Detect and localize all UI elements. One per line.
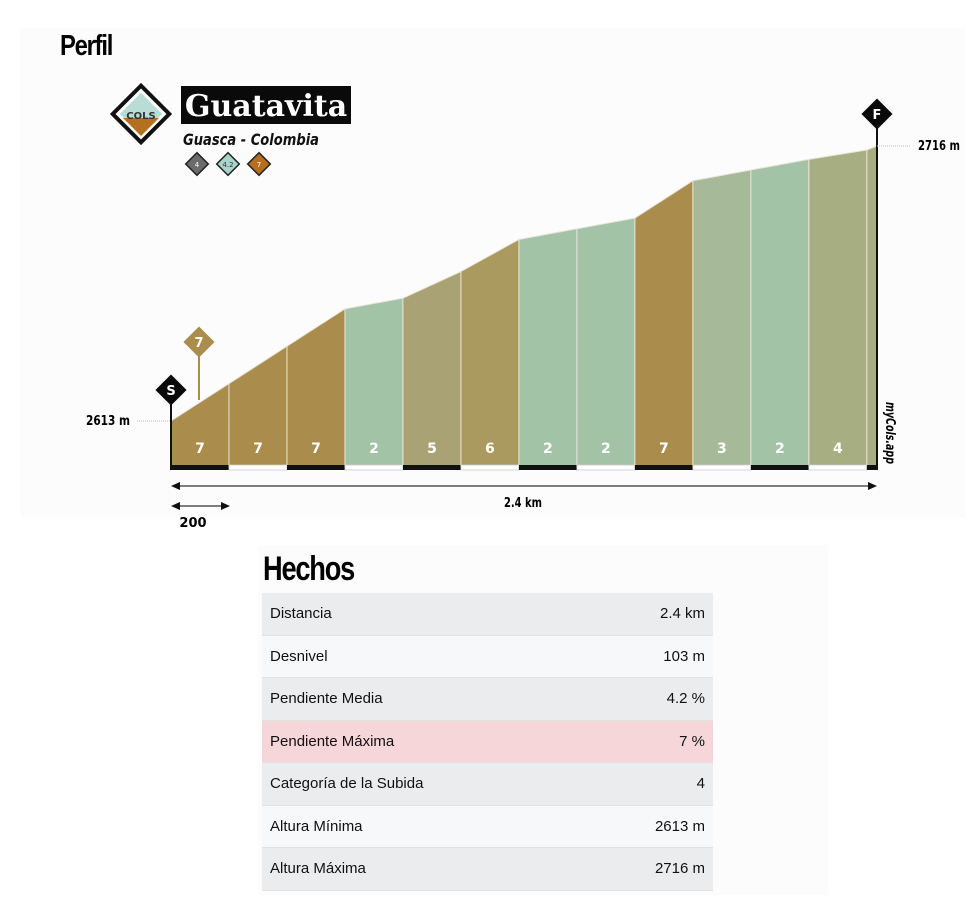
distance-scale-bar <box>460 464 520 471</box>
elevation-profile-chart: COLS Guatavita Guasca - Colombia 4 4.2 7 7… <box>86 82 960 530</box>
fact-label: Categoría de la Subida <box>262 762 587 806</box>
fact-label: Pendiente Media <box>262 677 587 721</box>
fact-value: 4.2 % <box>586 677 713 721</box>
mycols-logo: COLS <box>109 82 173 146</box>
segment-grade-label: 7 <box>659 441 669 457</box>
fact-label: Distancia <box>262 593 587 636</box>
segment-grade-label: 2 <box>543 441 553 457</box>
fact-value: 4 <box>586 762 713 806</box>
segment-grade-label: 5 <box>427 441 437 457</box>
segment-grade-label: 7 <box>253 441 263 457</box>
fact-row: Pendiente Media 4.2 % <box>262 677 713 721</box>
start-elevation-label: 2613 m <box>86 414 130 429</box>
scale-label: 200 <box>179 516 206 530</box>
fact-value: 2613 m <box>586 805 713 848</box>
fact-value: 2716 m <box>586 847 713 891</box>
fact-row: Desnivel 103 m <box>262 635 713 678</box>
profile-segment <box>460 238 520 467</box>
svg-text:F: F <box>873 108 882 123</box>
distance-scale-bar <box>692 464 752 471</box>
distance-scale-bar <box>518 465 577 470</box>
facts-table: Distancia 2.4 km Desnivel 103 m Pendiente Me… <box>262 593 713 891</box>
climb-location: Guasca - Colombia <box>183 130 319 149</box>
profile-segment <box>750 158 810 467</box>
fact-label: Pendiente Máxima <box>262 720 587 763</box>
svg-text:7: 7 <box>257 161 261 169</box>
start-marker: S <box>155 374 187 406</box>
badge-2: 7 <box>246 151 272 177</box>
fact-label: Altura Máxima <box>262 847 587 891</box>
segment-grade-label: 2 <box>775 441 785 457</box>
segment-grade-label: 3 <box>717 441 727 457</box>
profile-segment <box>518 228 578 467</box>
fact-row: Pendiente Máxima 7 % <box>262 720 713 763</box>
max-grade-marker: 7 <box>183 326 215 358</box>
fact-label: Altura Mínima <box>262 805 587 848</box>
svg-text:4.2: 4.2 <box>222 161 233 169</box>
badge-1: 4.2 <box>215 151 241 177</box>
fact-row: Distancia 2.4 km <box>262 593 713 636</box>
svg-text:S: S <box>166 384 175 399</box>
fact-label: Desnivel <box>262 635 587 678</box>
profile-segment <box>866 145 878 467</box>
distance-scale-bar <box>228 464 288 471</box>
segment-grade-label: 2 <box>601 441 611 457</box>
fact-row: Altura Mínima 2613 m <box>262 805 713 848</box>
distance-scale-bar <box>286 465 345 470</box>
profile-segment <box>808 149 868 467</box>
facts-title: Hechos <box>263 550 355 588</box>
profile-segment <box>692 169 752 467</box>
svg-text:COLS: COLS <box>126 111 155 122</box>
svg-text:7: 7 <box>194 336 203 351</box>
profile-title: Perfil <box>60 30 113 62</box>
distance-scale-bar <box>750 465 809 470</box>
fact-row: Categoría de la Subida 4 <box>262 762 713 806</box>
profile-segment <box>402 270 462 467</box>
distance-scale-bar <box>866 465 877 470</box>
fact-value: 103 m <box>586 635 713 678</box>
climb-name: Guatavita <box>185 89 347 124</box>
distance-scale-bar <box>808 464 868 471</box>
badge-0: 4 <box>184 151 210 177</box>
mycols-watermark: myCols.app <box>882 402 897 464</box>
segment-grade-label: 6 <box>485 441 495 457</box>
climb-name-box <box>181 86 351 124</box>
end-elevation-label: 2716 m <box>918 139 960 154</box>
segment-grade-label: 2 <box>369 441 379 457</box>
fact-row: Altura Máxima 2716 m <box>262 847 713 891</box>
distance-scale-bar <box>634 465 693 470</box>
distance-scale-bar <box>402 465 461 470</box>
distance-scale-bar <box>344 464 404 471</box>
fact-value: 2.4 km <box>586 593 713 636</box>
distance-scale-bar <box>576 464 636 471</box>
distance-scale-bar <box>171 465 229 470</box>
segment-grade-label: 7 <box>195 441 205 457</box>
profile-segment <box>576 217 636 467</box>
finish-marker: F <box>861 98 893 130</box>
fact-value: 7 % <box>586 720 713 763</box>
svg-text:4: 4 <box>195 161 200 169</box>
total-distance-label: 2.4 km <box>504 496 542 511</box>
segment-grade-label: 7 <box>311 441 321 457</box>
profile-segment <box>634 179 694 467</box>
segment-grade-label: 4 <box>833 441 843 457</box>
